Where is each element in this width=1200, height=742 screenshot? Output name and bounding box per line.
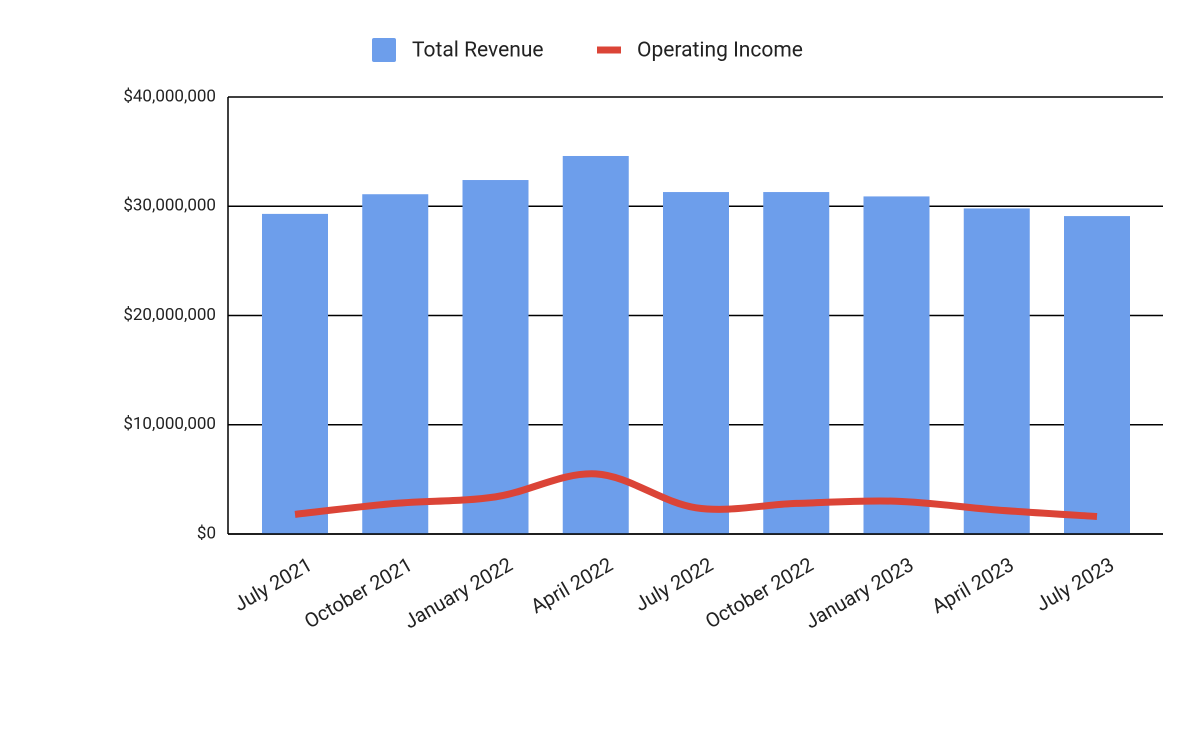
x-tick-label: July 2023 [1031,552,1118,616]
legend-label: Operating Income [637,39,803,63]
y-tick-label: $10,000,000 [123,414,216,434]
line [294,470,1098,521]
x-tick-label: October 2022 [701,552,817,633]
x-tick-label: July 2021 [229,552,316,616]
bar [763,192,830,535]
bar [362,194,429,535]
y-tick-label: $30,000,000 [123,196,216,216]
bar [262,213,328,534]
x-tick-label: January 2023 [801,552,918,633]
y-tick-label: $20,000,000 [123,305,216,325]
x-tick-label: July 2022 [630,552,717,616]
y-tick-label: $40,000,000 [123,86,216,106]
x-tick-label: January 2022 [400,552,517,633]
x-tick-label: April 2022 [526,552,617,618]
x-tick-label: April 2023 [927,552,1018,618]
x-tick-label: October 2021 [300,552,416,633]
legend-label: Total Revenue [412,39,544,63]
bar [462,180,529,534]
bar [1064,216,1130,534]
legend-swatch [372,38,396,62]
bar [663,192,729,535]
bar [863,196,930,535]
y-tick-label: $0 [197,523,216,543]
bar [963,208,1030,534]
